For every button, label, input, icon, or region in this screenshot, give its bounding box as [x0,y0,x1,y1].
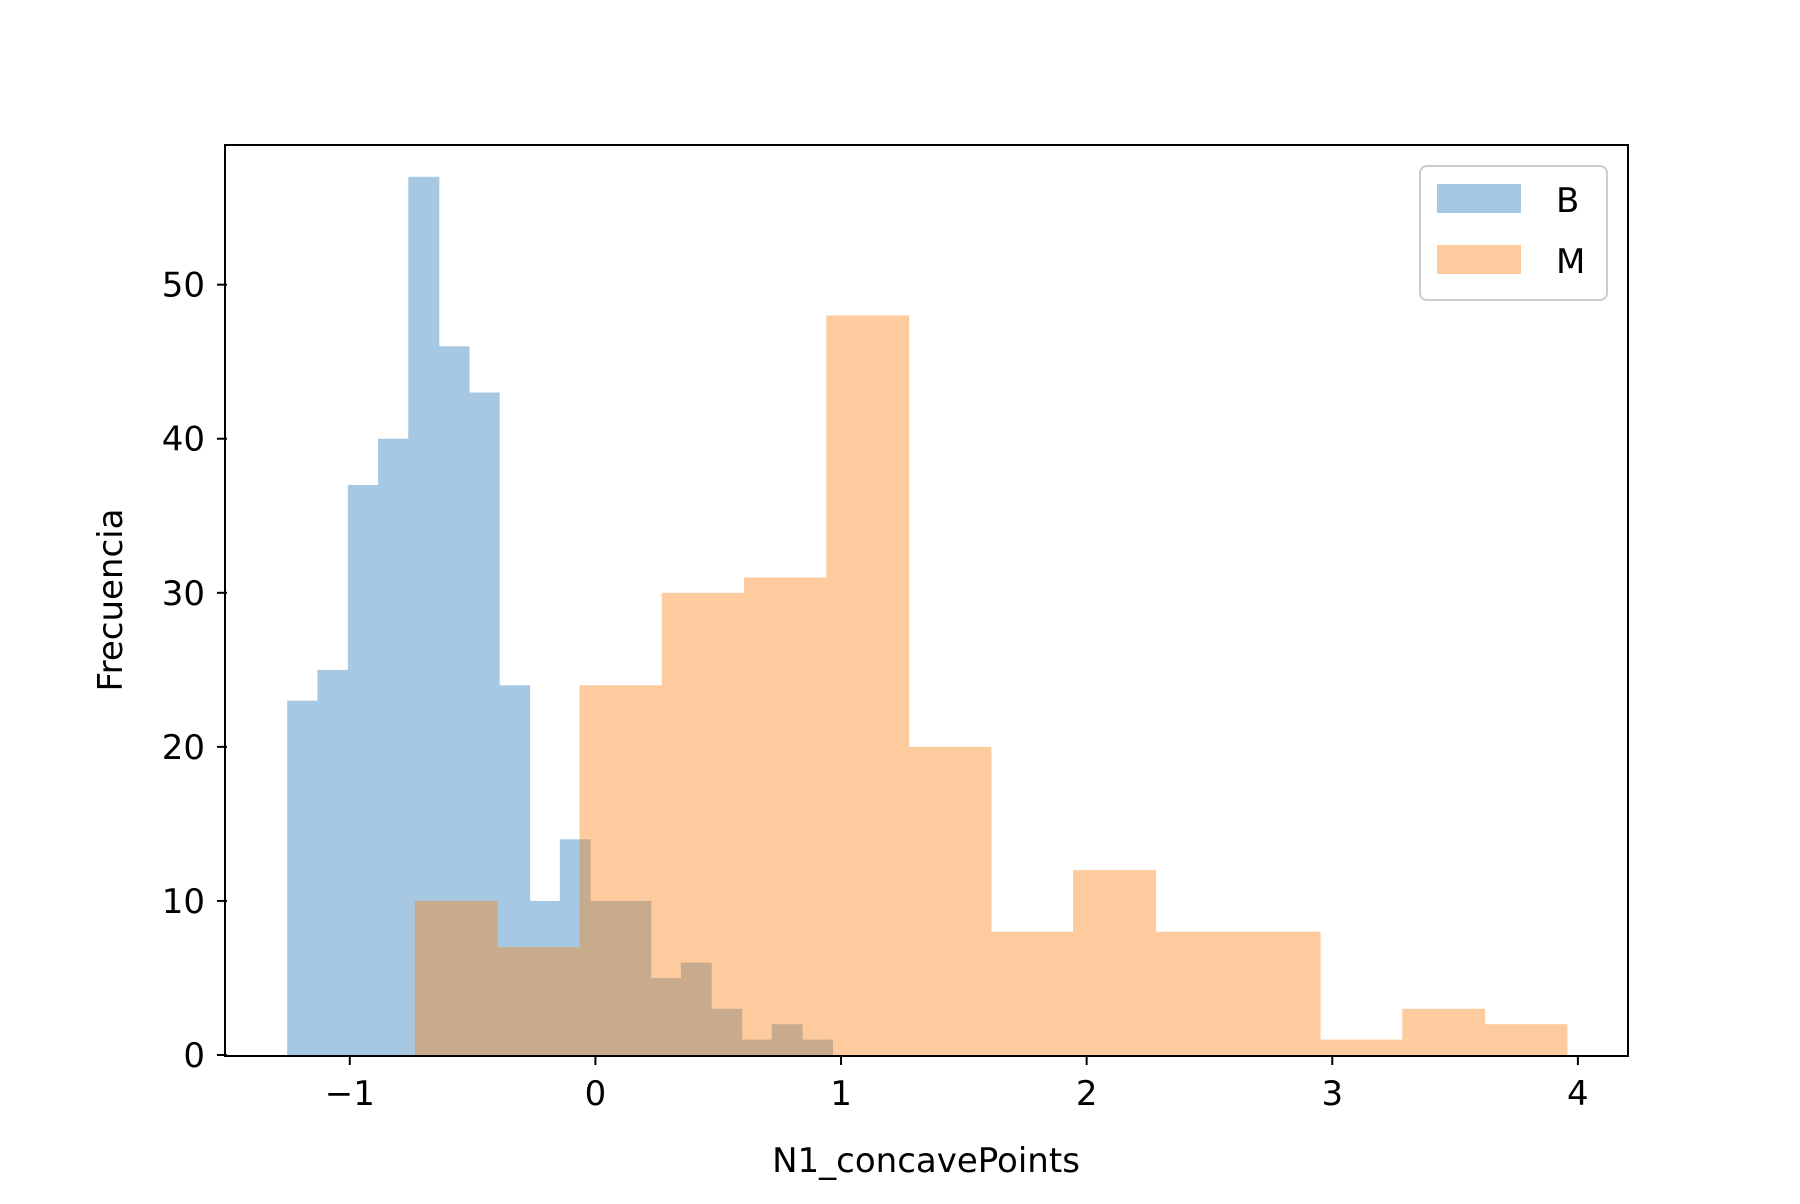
legend-label-b: B [1556,181,1579,221]
y-tick-label: 20 [162,728,205,768]
legend-label-m: M [1556,242,1585,282]
series-m-bar-13 [1484,1024,1568,1055]
overlap-bar-18 [826,1039,834,1055]
series-m-bar-4 [744,577,827,1055]
overlap-bar-3 [497,947,500,1055]
series-b-bar-0 [287,700,318,1055]
overlap-bar-5 [529,947,561,1055]
series-b-bar-2 [347,484,379,1055]
legend: B M [1419,165,1608,301]
legend-swatch-m [1437,245,1521,274]
overlap-bar-2 [468,900,498,1055]
series-m-bar-7 [990,931,1074,1055]
series-m-bar-9 [1155,931,1239,1055]
plot-area-frame [224,144,1629,1057]
legend-swatch-b [1437,184,1521,213]
series-m-bar-5 [826,315,910,1055]
y-axis-label: Frecuencia [91,509,131,692]
overlap-bar-4 [499,947,531,1055]
series-m-bar-12 [1402,1008,1486,1055]
overlap-bar-9 [620,900,652,1055]
series-b-bar-3 [378,438,409,1055]
series-m-bar-6 [908,746,992,1055]
overlap-bar-13 [711,1008,743,1055]
overlap-bar-11 [661,977,682,1055]
x-axis-ticks: −1 0 1 2 3 4 [325,1055,1589,1114]
y-tick-label: 30 [162,574,205,614]
overlap-bar-10 [650,977,663,1055]
x-tick-label: 1 [830,1074,852,1114]
x-tick-label: 2 [1076,1074,1098,1114]
series-b-bar-1 [317,669,349,1055]
overlap-bars [414,839,834,1055]
y-axis-ticks: 0 10 20 30 40 50 [162,266,227,1076]
overlap-bar-17 [801,1039,827,1055]
x-tick-label: −1 [325,1074,375,1114]
series-m-bar-10 [1237,931,1321,1055]
overlap-bar-7 [579,839,591,1055]
x-tick-label: 3 [1321,1074,1343,1114]
overlap-bar-6 [559,947,581,1055]
overlap-bar-15 [744,1039,773,1055]
y-tick-label: 10 [162,882,205,922]
y-tick-label: 50 [162,266,205,306]
x-tick-label: 4 [1567,1074,1589,1114]
overlap-bar-16 [771,1024,803,1055]
series-m-bar-11 [1319,1039,1403,1055]
x-tick-label: 0 [585,1074,607,1114]
x-axis-label: N1_concavePoints [772,1141,1080,1181]
series-m-bar-8 [1073,870,1157,1055]
overlap-bar-8 [590,900,622,1055]
overlap-bar-1 [438,900,470,1055]
y-tick-label: 0 [183,1036,205,1076]
overlap-bar-14 [741,1039,745,1055]
y-tick-label: 40 [162,420,205,460]
overlap-bar-12 [680,962,712,1055]
overlap-bar-0 [414,900,440,1055]
